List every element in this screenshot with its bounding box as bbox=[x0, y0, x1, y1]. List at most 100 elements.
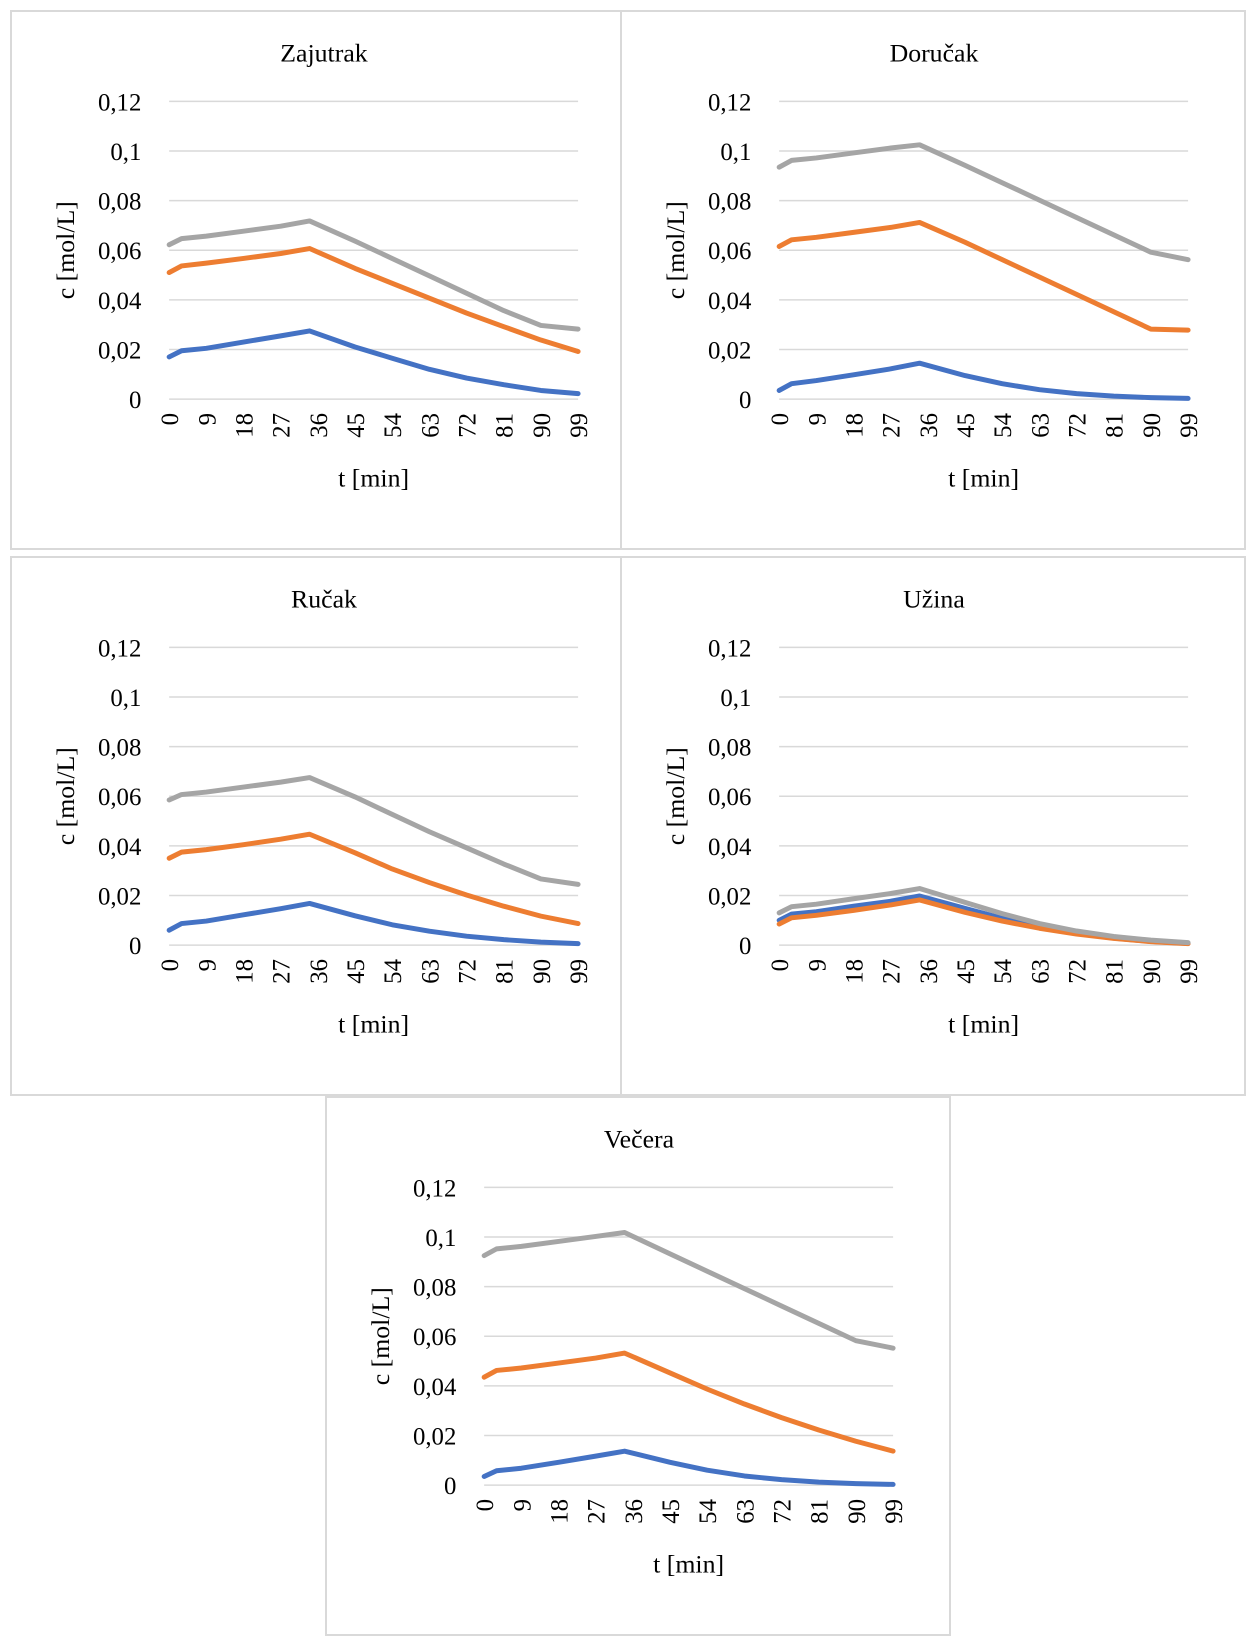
y-tick-label: 0,04 bbox=[708, 288, 752, 315]
x-tick-label: 27 bbox=[269, 413, 296, 438]
chart-panel-uzina: Užina 0 0,02 0,04 0,06 0,08 0,1 0,12 0 9 18 27 36 45 5… bbox=[620, 556, 1246, 1096]
x-tick-label: 27 bbox=[584, 1499, 611, 1524]
x-tick-label: 18 bbox=[841, 959, 868, 984]
x-tick-label: 45 bbox=[953, 413, 980, 438]
x-tick-label: 63 bbox=[1027, 959, 1054, 984]
y-tick-label: 0,02 bbox=[413, 1423, 456, 1450]
x-axis-label: t [min] bbox=[338, 463, 409, 492]
x-tick-label: 63 bbox=[417, 959, 444, 984]
x-tick-label: 99 bbox=[1176, 959, 1203, 984]
x-tick-label: 81 bbox=[492, 413, 519, 438]
x-axis-label: t [min] bbox=[653, 1549, 724, 1578]
y-tick-label: 0,08 bbox=[708, 735, 751, 762]
x-tick-label: 9 bbox=[194, 959, 221, 971]
y-tick-label: 0,06 bbox=[708, 238, 751, 265]
x-axis-label: t [min] bbox=[948, 463, 1019, 492]
x-tick-label: 27 bbox=[879, 413, 906, 438]
series-gray bbox=[166, 218, 581, 332]
x-tick-label: 45 bbox=[343, 413, 370, 438]
y-tick-label: 0,08 bbox=[708, 189, 751, 216]
y-tick-label: 0,04 bbox=[708, 834, 752, 861]
series-blue bbox=[166, 900, 581, 947]
x-axis-label: t [min] bbox=[338, 1009, 409, 1038]
x-tick-label: 18 bbox=[841, 413, 868, 438]
x-tick-label: 0 bbox=[767, 413, 794, 425]
y-axis-label: c [mol/L] bbox=[661, 201, 690, 299]
x-tick-label: 45 bbox=[658, 1499, 685, 1524]
y-tick-label: 0 bbox=[129, 387, 141, 414]
x-tick-label: 72 bbox=[454, 959, 481, 984]
chart-panel-dorucak: Doručak 0 0,02 0,04 0,06 0,08 0,1 0,12 0 9 18 27 36 4… bbox=[620, 10, 1246, 550]
y-tick-label: 0 bbox=[129, 933, 141, 960]
x-tick-label: 54 bbox=[990, 412, 1017, 437]
y-axis-label: c [mol/L] bbox=[51, 201, 80, 299]
series-gray bbox=[166, 775, 581, 887]
chart-title: Ručak bbox=[291, 585, 357, 614]
x-tick-label: 72 bbox=[1064, 959, 1091, 984]
chart-panel-rucak: Ručak 0 0,02 0,04 0,06 0,08 0,1 0,12 0 9 18 27 36 45 5… bbox=[10, 556, 636, 1096]
y-tick-label: 0,06 bbox=[413, 1324, 456, 1351]
x-tick-label: 9 bbox=[804, 413, 831, 425]
chart-title: Užina bbox=[903, 585, 965, 614]
x-tick-label: 99 bbox=[566, 959, 593, 984]
x-tick-label: 81 bbox=[807, 1499, 834, 1524]
series-orange bbox=[166, 831, 581, 927]
x-tick-label: 36 bbox=[621, 1499, 648, 1524]
y-tick-label: 0,04 bbox=[413, 1374, 457, 1401]
x-tick-label: 54 bbox=[380, 958, 407, 983]
x-tick-label: 0 bbox=[767, 959, 794, 971]
x-tick-label: 99 bbox=[566, 413, 593, 438]
y-tick-label: 0,04 bbox=[98, 834, 142, 861]
x-tick-label: 18 bbox=[546, 1499, 573, 1524]
x-tick-label: 54 bbox=[695, 1498, 722, 1523]
x-tick-label: 90 bbox=[844, 1499, 871, 1524]
y-tick-label: 0,12 bbox=[98, 635, 141, 662]
x-tick-label: 9 bbox=[804, 959, 831, 971]
series-blue bbox=[166, 328, 581, 397]
chart-title: Večera bbox=[604, 1125, 675, 1154]
x-tick-label: 27 bbox=[879, 959, 906, 984]
x-tick-label: 45 bbox=[343, 959, 370, 984]
y-tick-label: 0,08 bbox=[98, 735, 141, 762]
x-tick-label: 54 bbox=[380, 412, 407, 437]
y-tick-label: 0,1 bbox=[720, 685, 751, 712]
y-tick-label: 0,06 bbox=[98, 238, 141, 265]
x-tick-label: 9 bbox=[509, 1499, 536, 1511]
y-tick-label: 0,06 bbox=[708, 784, 751, 811]
y-tick-label: 0,1 bbox=[720, 139, 751, 166]
y-axis-label: c [mol/L] bbox=[51, 747, 80, 845]
series-gray bbox=[776, 142, 1191, 263]
x-tick-label: 81 bbox=[1102, 413, 1129, 438]
y-tick-label: 0,1 bbox=[110, 139, 141, 166]
y-tick-label: 0,08 bbox=[413, 1275, 456, 1302]
chart-panel-zajutrak: Zajutrak 0 0,02 0,04 0,06 0,08 0,1 0,12 0 9 18 27 36… bbox=[10, 10, 636, 550]
x-tick-label: 27 bbox=[269, 959, 296, 984]
x-tick-label: 90 bbox=[1139, 413, 1166, 438]
y-tick-label: 0,02 bbox=[708, 883, 751, 910]
x-tick-label: 63 bbox=[1027, 413, 1054, 438]
x-tick-label: 54 bbox=[990, 958, 1017, 983]
x-tick-label: 90 bbox=[1139, 959, 1166, 984]
series-blue bbox=[776, 360, 1191, 401]
x-tick-label: 99 bbox=[1176, 413, 1203, 438]
x-tick-label: 36 bbox=[306, 413, 333, 438]
x-tick-label: 18 bbox=[231, 413, 258, 438]
x-tick-label: 0 bbox=[472, 1499, 499, 1511]
x-axis-label: t [min] bbox=[948, 1009, 1019, 1038]
x-tick-label: 63 bbox=[417, 413, 444, 438]
y-tick-label: 0 bbox=[739, 933, 751, 960]
y-tick-label: 0,04 bbox=[98, 288, 142, 315]
x-tick-label: 0 bbox=[157, 413, 184, 425]
x-tick-label: 72 bbox=[454, 413, 481, 438]
y-tick-label: 0 bbox=[444, 1473, 456, 1500]
x-tick-label: 18 bbox=[231, 959, 258, 984]
x-tick-label: 99 bbox=[881, 1499, 908, 1524]
x-tick-label: 45 bbox=[953, 959, 980, 984]
y-tick-label: 0,02 bbox=[98, 337, 141, 364]
x-tick-label: 90 bbox=[529, 959, 556, 984]
y-tick-label: 0,1 bbox=[425, 1225, 456, 1252]
